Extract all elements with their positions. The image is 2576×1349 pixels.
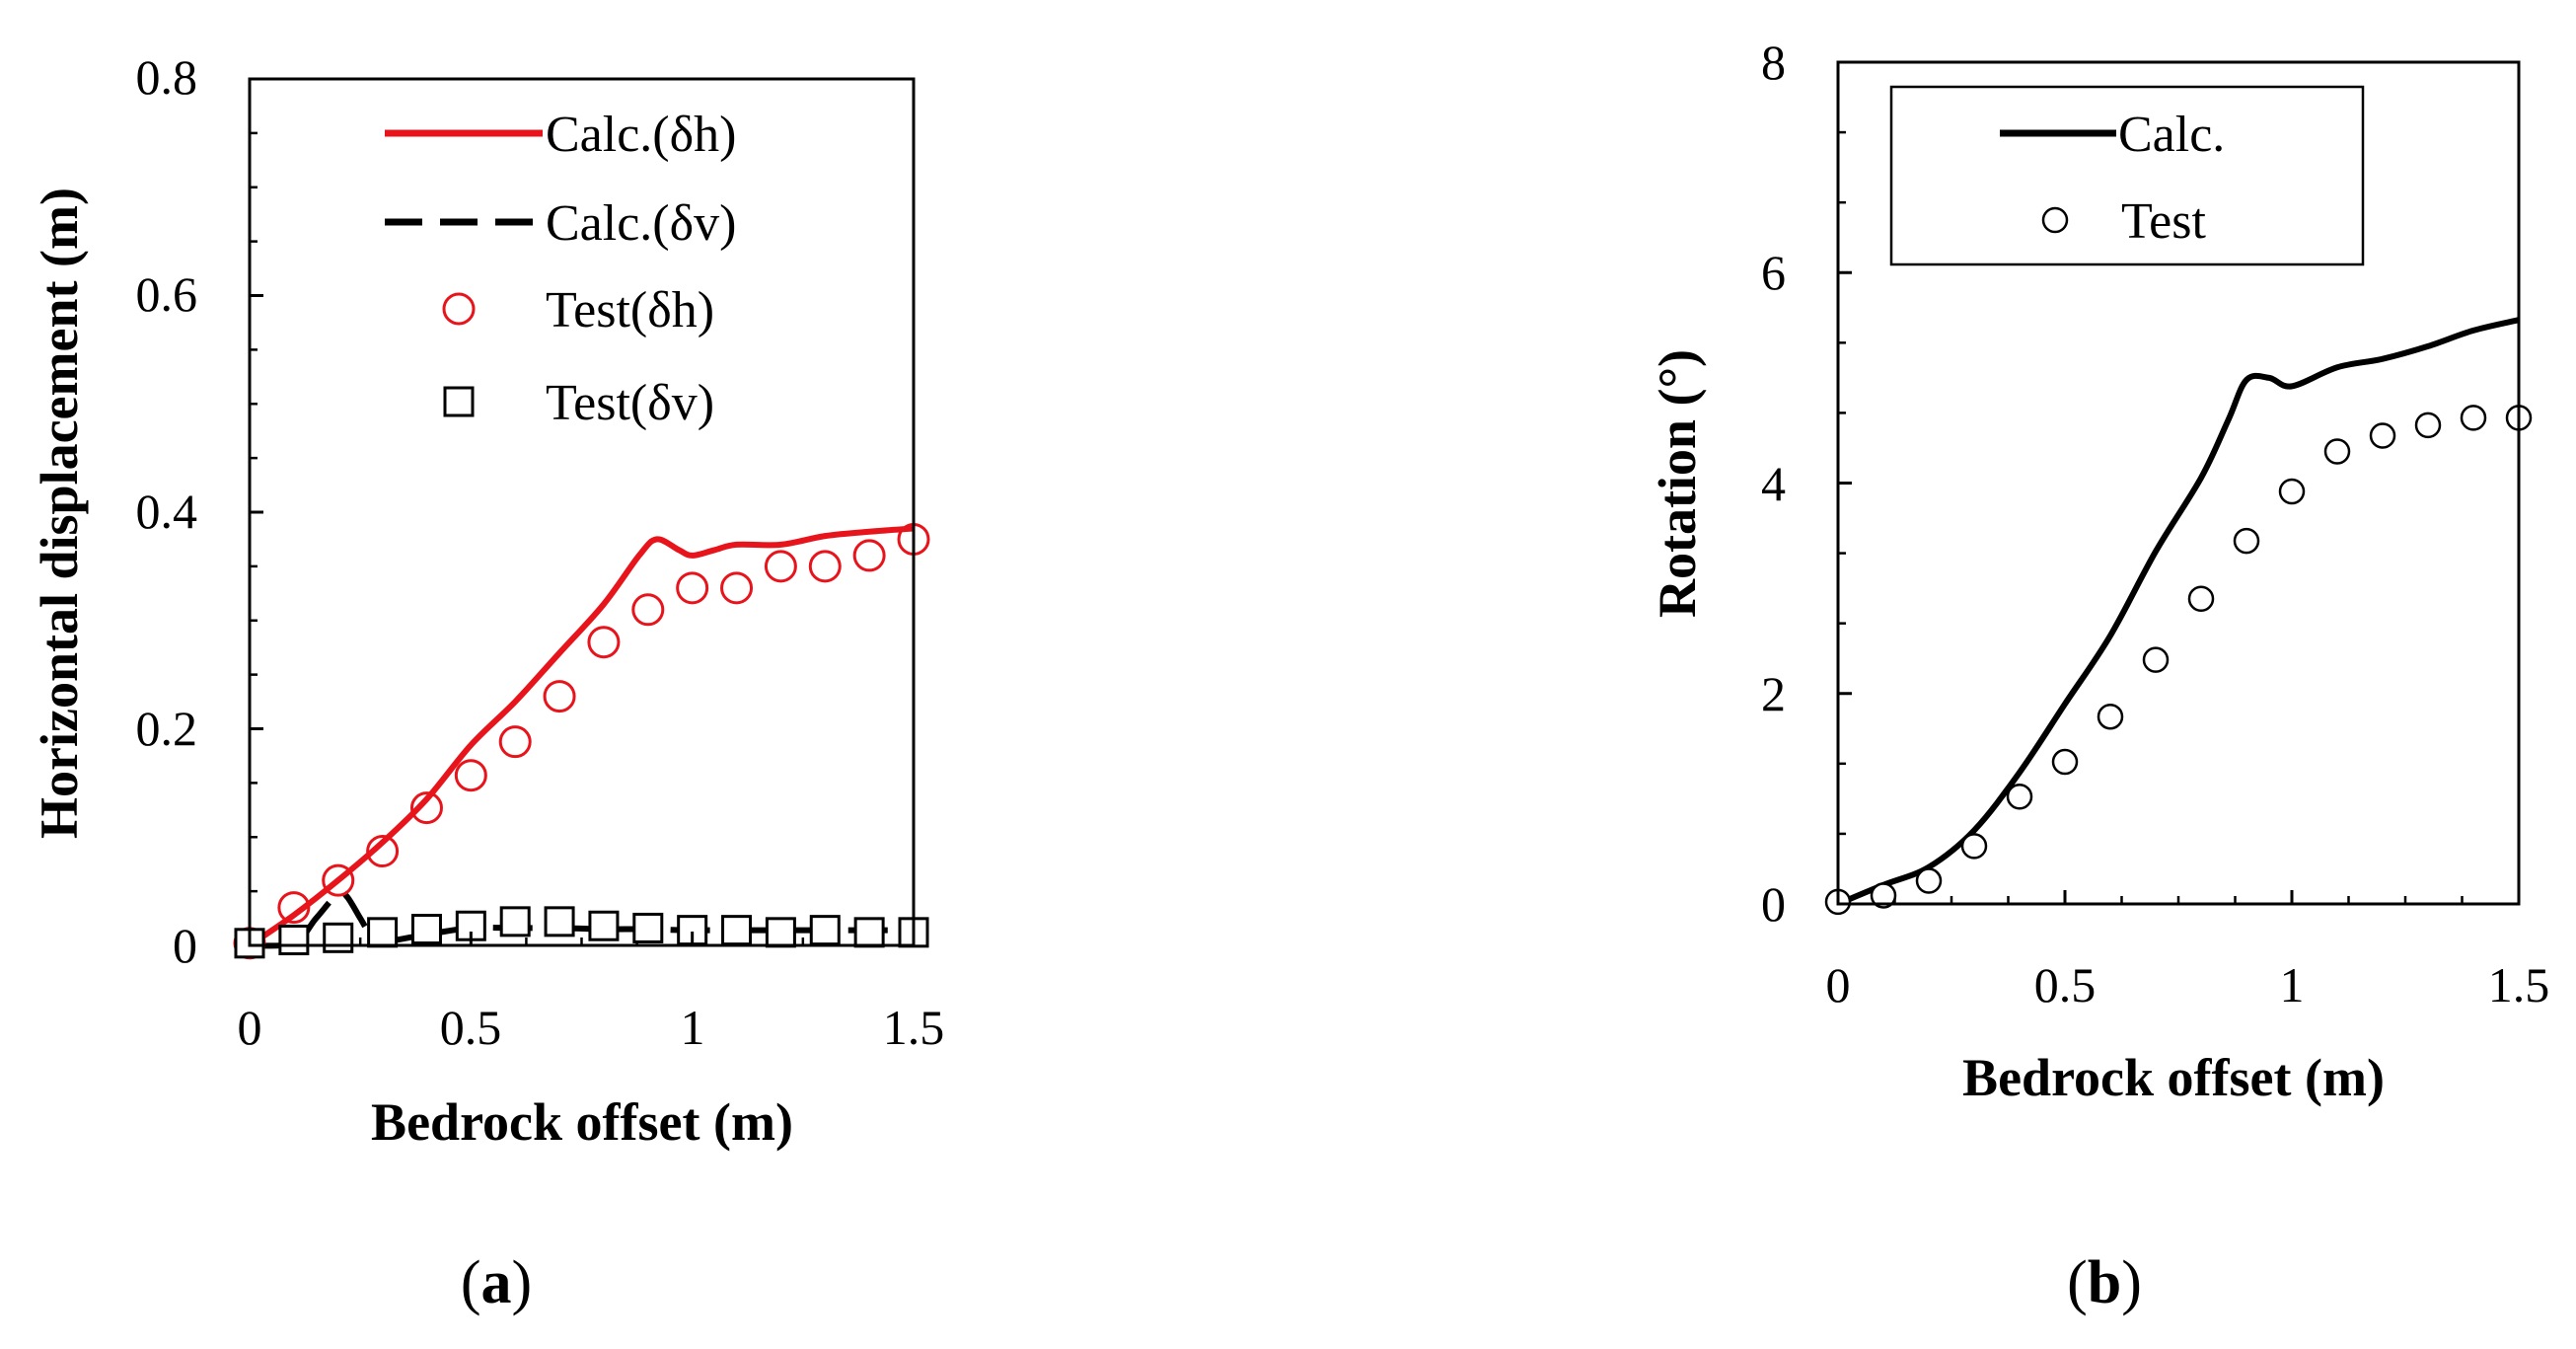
chart-b-y-tick-label: 6: [1761, 245, 1786, 300]
data-point-test-dh: [543, 680, 576, 713]
data-point-test: [2460, 405, 2487, 431]
data-point-test-dh: [587, 626, 621, 659]
data-point-test: [2369, 422, 2396, 449]
chart-b-x-tick-label: 0.5: [2034, 957, 2097, 1012]
data-point-test-dh: [366, 835, 400, 868]
data-point-test: [1870, 882, 1897, 909]
data-point-test: [1960, 833, 1988, 860]
chart-b-legend: Calc. Test: [1889, 85, 2365, 266]
chart-a-ticks: [248, 77, 916, 947]
data-point-test-dh: [720, 571, 754, 605]
chart-a-x-tick-label: 0.5: [440, 1000, 502, 1055]
data-point-test: [2323, 438, 2351, 465]
chart-a-gridlines: [250, 131, 860, 945]
chart-a-x-tick-label: 0: [238, 1000, 262, 1055]
chart-b-x-tick-label: 0: [1826, 957, 1851, 1012]
data-point-test-dh: [676, 571, 709, 605]
data-point-test-dv: [588, 910, 620, 941]
legend-label-test-dv: Test(δv): [546, 375, 714, 431]
legend-label-test: Test: [2121, 193, 2206, 250]
data-point-test-dh: [409, 791, 443, 825]
chart-a-x-tick-label: 1.5: [883, 1000, 945, 1055]
chart-a-legend: Calc.(δh) Calc.(δv) Test(δh) Test(δv): [385, 107, 736, 431]
data-point-test-dh: [454, 759, 487, 792]
chart-b: 0 2 4 6 8 0 0.5 1 1.5 Bedrock offset (m)…: [1648, 35, 2549, 1316]
data-point-test-dh: [322, 863, 355, 897]
data-point-test-dv: [765, 917, 796, 948]
data-point-test-dv: [499, 906, 531, 937]
data-point-test: [2097, 703, 2124, 730]
data-point-test-dh: [631, 593, 665, 627]
data-point-test: [1915, 867, 1943, 894]
legend-marker-test-dh: [442, 292, 476, 326]
data-point-test: [2414, 412, 2442, 439]
data-point-test-dh: [808, 550, 842, 583]
data-point-test-dv: [809, 915, 841, 946]
data-point-test-dv: [721, 915, 753, 946]
chart-b-y-axis-title: Rotation (°): [1648, 349, 1707, 618]
chart-b-series: [1824, 317, 2533, 916]
data-point-test-dh: [764, 550, 797, 583]
data-point-test: [2187, 585, 2215, 613]
chart-a-series: [233, 522, 930, 960]
data-point-test-dh: [277, 891, 311, 925]
data-point-test-dh: [498, 725, 532, 759]
chart-a-y-axis-title: Horizontal displacement (m): [30, 187, 89, 839]
chart-a-x-axis-title: Bedrock offset (m): [371, 1092, 793, 1152]
data-point-test-dv: [278, 925, 310, 956]
chart-b-panel-label: (b): [2067, 1249, 2142, 1316]
chart-b-y-tick-label: 4: [1761, 456, 1786, 511]
legend-label-test-dh: Test(δh): [546, 282, 714, 338]
legend-marker-test: [2041, 206, 2069, 234]
chart-a-y-tick-label: 0: [173, 918, 197, 973]
legend-label-calc: Calc.: [2118, 107, 2225, 163]
data-point-test-dv: [853, 917, 885, 948]
data-point-test: [2278, 478, 2306, 505]
chart-a-y-tick-label: 0.6: [136, 266, 198, 322]
legend-label-calc-dv: Calc.(δv): [546, 195, 736, 252]
data-point-test: [2006, 783, 2033, 810]
chart-a-panel-label: (a): [461, 1249, 532, 1316]
chart-a-y-tick-label: 0.4: [136, 484, 198, 539]
data-point-test-dv: [410, 914, 442, 945]
data-point-test-dv: [323, 922, 354, 953]
chart-b-y-tick-label: 2: [1761, 666, 1786, 721]
chart-b-x-tick-label: 1.5: [2488, 957, 2550, 1012]
legend-marker-test-dv: [443, 386, 475, 417]
chart-b-y-tick-label: 0: [1761, 876, 1786, 932]
series-line-calc-dh: [248, 525, 915, 948]
chart-b-ticks: [1836, 60, 2521, 906]
series-line-calc: [1836, 317, 2520, 907]
data-point-test-dh: [852, 539, 886, 572]
chart-a-y-tick-label: 0.8: [136, 49, 198, 105]
chart-b-x-axis-title: Bedrock offset (m): [1962, 1048, 2385, 1107]
data-point-test: [2233, 527, 2260, 555]
chart-b-x-tick-label: 1: [2280, 957, 2305, 1012]
data-point-test: [2051, 748, 2079, 776]
data-point-test-dv: [632, 912, 664, 943]
data-point-test: [2142, 646, 2170, 673]
chart-b-y-tick-label: 8: [1761, 35, 1786, 90]
chart-a-y-tick-label: 0.2: [136, 701, 198, 756]
chart-a: 0 0.2 0.4 0.6 0.8 0 0.5 1 1.5 Bedrock of…: [30, 49, 944, 1316]
data-point-test-dv: [544, 906, 575, 937]
chart-b-legend-box: [1889, 85, 2365, 266]
legend-label-calc-dh: Calc.(δh): [546, 107, 736, 163]
data-point-test-dv: [367, 917, 399, 948]
chart-a-x-tick-label: 1: [681, 1000, 705, 1055]
